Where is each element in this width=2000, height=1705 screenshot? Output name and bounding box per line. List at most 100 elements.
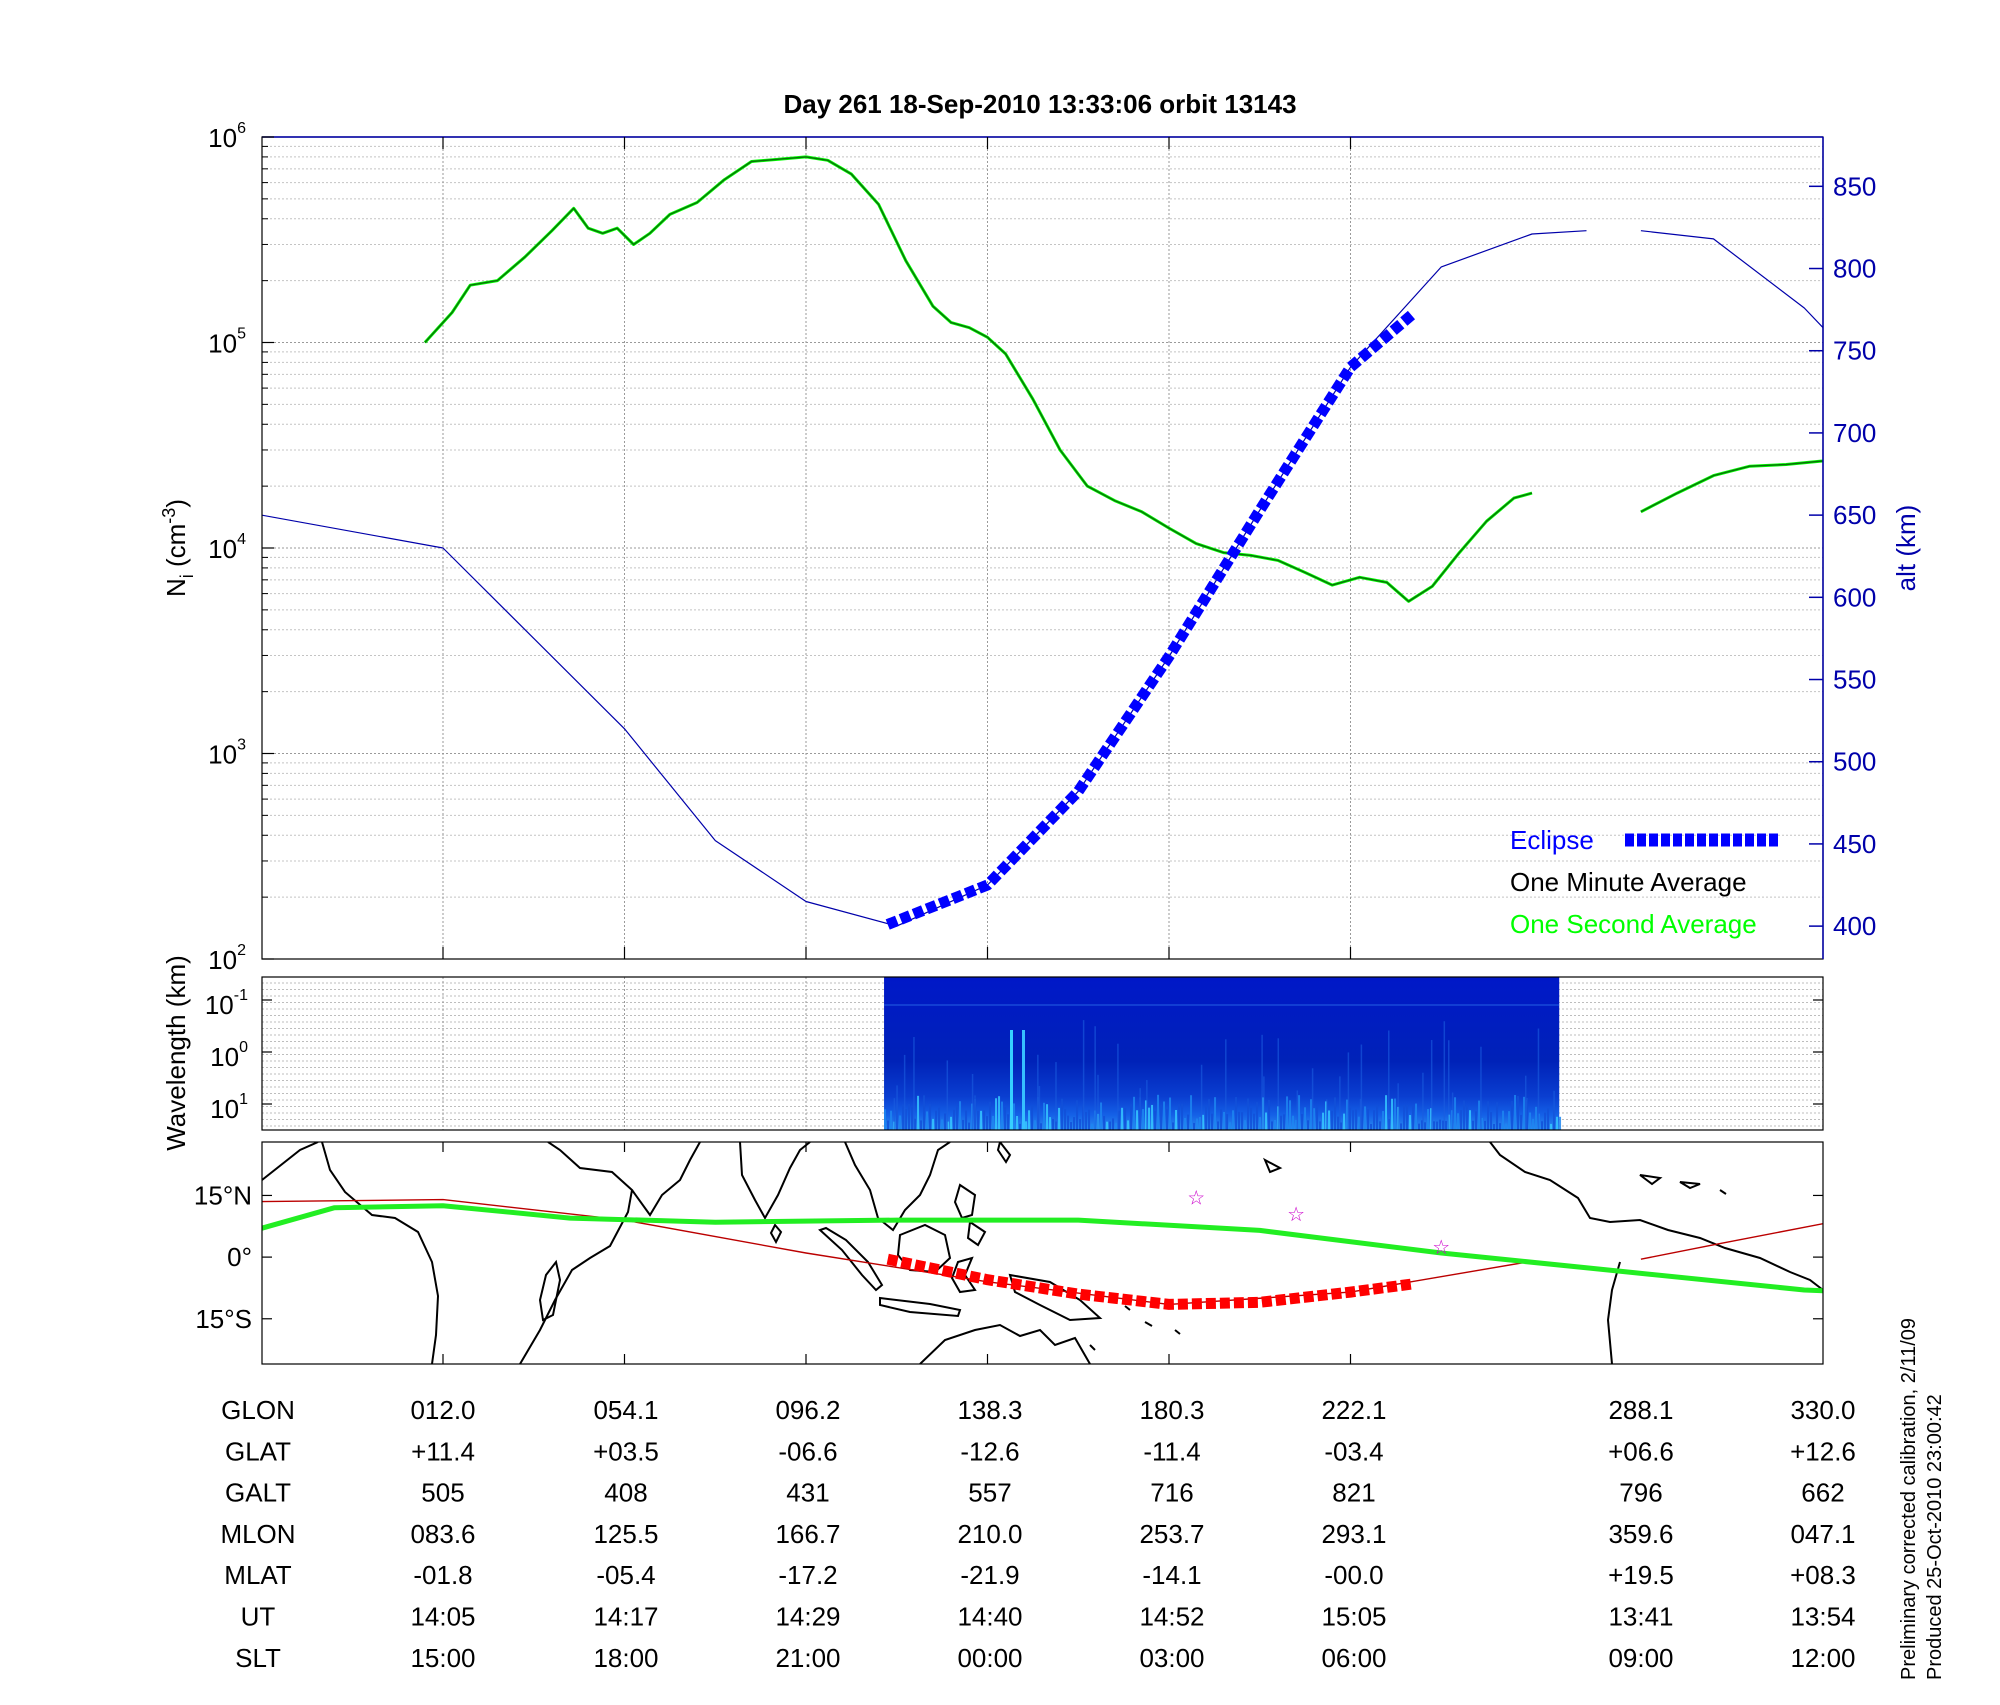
spectrogram-column <box>1127 1120 1129 1130</box>
spectrogram-column <box>1034 1120 1036 1130</box>
tick-exp: 0 <box>239 1039 248 1056</box>
spectrogram-column <box>1205 1106 1207 1130</box>
table-cell: 06:00 <box>1321 1643 1386 1673</box>
spectrogram-column <box>1535 1107 1537 1130</box>
spectrogram-column <box>1184 1118 1186 1130</box>
spectrogram-column <box>1331 1111 1333 1130</box>
tick-exp: -1 <box>234 987 248 1004</box>
spectrogram-column <box>1070 1122 1072 1130</box>
footnote-line2: Produced 25-Oct-2010 23:00:42 <box>1924 1394 1946 1680</box>
spectrogram-column <box>1409 1115 1411 1130</box>
spectrogram-column <box>1169 1098 1171 1130</box>
spectrogram-column <box>1337 1117 1339 1130</box>
spectrogram-column <box>890 1111 892 1130</box>
spectrogram-column <box>992 1116 994 1130</box>
spectrogram-column <box>1250 1108 1252 1130</box>
spectrogram-column <box>887 1121 889 1130</box>
map-background <box>262 1142 1823 1364</box>
spectrogram-streak <box>1225 1039 1227 1130</box>
table-cell: 359.6 <box>1608 1519 1673 1549</box>
table-cell: -14.1 <box>1142 1560 1201 1590</box>
spectrogram-column <box>1301 1114 1303 1130</box>
spectrogram-column <box>944 1113 946 1130</box>
legend-one-second-label: One Second Average <box>1510 909 1757 939</box>
spectrogram-column <box>1121 1108 1123 1130</box>
spectrogram-column <box>1394 1099 1396 1130</box>
spectrogram-column <box>1517 1096 1519 1130</box>
spectrogram-column <box>1514 1095 1516 1130</box>
spectrogram-fill <box>884 977 1559 1130</box>
spectrogram-column <box>1025 1121 1027 1130</box>
right-tick-label: 800 <box>1833 254 1876 284</box>
table-cell: 330.0 <box>1790 1395 1855 1425</box>
right-tick-label: 450 <box>1833 829 1876 859</box>
spectrogram-column <box>950 1117 952 1130</box>
map-y-tick-label: 15°N <box>194 1180 252 1210</box>
ground-track-panel: ☆☆☆☆☆ 15°N0°15°S <box>194 1142 2000 1364</box>
spectrogram-column <box>995 1098 997 1130</box>
spectrogram-column <box>1175 1110 1177 1130</box>
spectrogram-streak <box>1480 1047 1482 1130</box>
spectrogram-streak <box>1094 1026 1096 1130</box>
star-marker: ☆ <box>1187 1188 1205 1210</box>
spectrogram-column <box>968 1123 970 1130</box>
spectrogram-streak <box>1397 1083 1399 1130</box>
right-tick-label: 400 <box>1833 911 1876 941</box>
spectrogram-column <box>1499 1123 1501 1130</box>
spectrogram-column <box>1076 1100 1078 1130</box>
map-y-tick-label: 0° <box>227 1242 252 1272</box>
spectrogram-streak <box>1037 1055 1039 1130</box>
spectrogram-column <box>899 1115 901 1130</box>
right-tick-label: 600 <box>1833 582 1876 612</box>
tick-base: 10 <box>205 990 234 1020</box>
table-cell: 166.7 <box>775 1519 840 1549</box>
left-tick-label: 103 <box>208 737 246 770</box>
table-cell: -03.4 <box>1324 1436 1383 1466</box>
spectrogram-column <box>1193 1123 1195 1130</box>
spectrogram-column <box>1136 1110 1138 1130</box>
table-cell: 14:52 <box>1139 1602 1204 1632</box>
spectrogram-streak <box>1538 1029 1540 1130</box>
spectrogram-column <box>1109 1122 1111 1130</box>
table-cell: 09:00 <box>1608 1643 1673 1673</box>
spectrogram-column <box>1532 1119 1534 1130</box>
spectrogram-column <box>1088 1110 1090 1130</box>
spectrogram-column <box>1043 1103 1045 1130</box>
spectrogram-column <box>1124 1108 1126 1130</box>
spectrogram-column <box>1496 1102 1498 1130</box>
spectrogram-column <box>1253 1114 1255 1130</box>
table-cell: 253.7 <box>1139 1519 1204 1549</box>
spectrogram-column <box>1349 1108 1351 1130</box>
spectrogram-column <box>1271 1121 1273 1130</box>
spectrogram-column <box>1352 1110 1354 1130</box>
spectrogram-column <box>965 1110 967 1130</box>
spectrogram-column <box>1151 1105 1153 1130</box>
table-cell: -17.2 <box>778 1560 837 1590</box>
spectrogram-column <box>1457 1113 1459 1130</box>
table-cell: -00.0 <box>1324 1560 1383 1590</box>
spectrogram-streak <box>1388 1030 1390 1130</box>
spectrogram-streak <box>1339 1076 1341 1130</box>
table-cell: 138.3 <box>957 1395 1022 1425</box>
spectrogram-column <box>1079 1119 1081 1130</box>
left-tick-label: 105 <box>208 326 246 359</box>
spectrogram-column <box>1559 1117 1561 1130</box>
spectrogram-column <box>1304 1107 1306 1130</box>
right-tick-label: 550 <box>1833 665 1876 695</box>
spectrogram-column <box>953 1110 955 1130</box>
table-cell: 21:00 <box>775 1643 840 1673</box>
left-tick-label: 102 <box>208 942 246 975</box>
table-cell: 288.1 <box>1608 1395 1673 1425</box>
spectrogram-column <box>1454 1097 1456 1130</box>
spectrogram-column <box>1007 1114 1009 1130</box>
spectrogram-column <box>1058 1108 1060 1130</box>
spectrogram-column <box>1064 1109 1066 1130</box>
table-row-label: MLAT <box>224 1560 292 1590</box>
spectrogram-column <box>1286 1096 1288 1130</box>
spectrogram-column <box>1556 1117 1558 1130</box>
table-cell: +12.6 <box>1790 1436 1856 1466</box>
spectrogram-image <box>884 977 1561 1130</box>
table-cell: 054.1 <box>593 1395 658 1425</box>
spectrogram-column <box>1418 1124 1420 1130</box>
